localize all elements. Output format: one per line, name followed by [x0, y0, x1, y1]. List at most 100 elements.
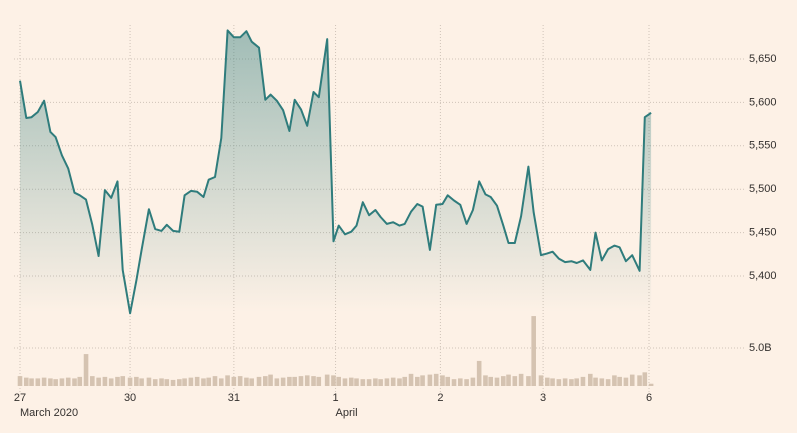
- volume-bar: [623, 377, 629, 386]
- volume-bar: [415, 376, 420, 386]
- volume-bar: [256, 376, 262, 386]
- volume-bar: [397, 378, 402, 386]
- volume-bar: [390, 377, 396, 386]
- volume-bar: [159, 378, 164, 386]
- volume-bar: [29, 378, 34, 386]
- volume-bar: [642, 372, 648, 386]
- volume-bar: [115, 376, 120, 386]
- x-period-label: April: [336, 407, 358, 419]
- volume-bar: [35, 378, 41, 386]
- volume-bar: [648, 383, 654, 386]
- volume-bar: [146, 377, 152, 386]
- volume-bar: [212, 376, 218, 386]
- volume-bar: [231, 376, 237, 386]
- y-tick-label: 5,650: [749, 53, 777, 65]
- volume-bar: [292, 376, 297, 386]
- volume-bar: [342, 378, 348, 386]
- volume-bar: [83, 354, 89, 386]
- volume-bar: [108, 378, 114, 386]
- volume-bar: [354, 378, 359, 386]
- volume-bar: [580, 376, 586, 386]
- price-area: [20, 30, 652, 314]
- x-tick-label: 3: [540, 392, 546, 404]
- volume-bar: [629, 374, 635, 386]
- volume-bar: [164, 379, 170, 386]
- x-tick-label: 31: [228, 392, 240, 404]
- x-tick-label: 2: [437, 392, 443, 404]
- volume-bar: [280, 377, 286, 386]
- volume-bar: [360, 379, 366, 386]
- x-tick-label: 30: [124, 392, 136, 404]
- volume-bar: [605, 379, 611, 386]
- volume-bar: [336, 376, 341, 386]
- y-tick-label: 5,450: [749, 226, 777, 238]
- volume-bar: [550, 378, 555, 386]
- volume-bar: [120, 376, 126, 386]
- volume-bar: [134, 376, 139, 386]
- volume-bar: [77, 376, 83, 386]
- volume-bar: [500, 376, 506, 386]
- volume-bar: [458, 378, 463, 386]
- x-period-label: March 2020: [20, 407, 78, 419]
- volume-bar: [599, 378, 605, 386]
- volume-bar: [23, 377, 29, 386]
- volume-bar: [569, 379, 574, 386]
- volume-bar: [366, 379, 372, 386]
- y-tick-label: 5,400: [749, 270, 777, 282]
- volume-bar: [188, 377, 194, 386]
- volume-bar: [556, 379, 562, 386]
- volume-bar: [331, 375, 336, 386]
- volume-bar: [316, 376, 322, 386]
- volume-bar: [348, 377, 354, 386]
- volume-bar: [244, 377, 249, 386]
- volume-bar: [41, 377, 47, 386]
- volume-bar: [526, 376, 531, 386]
- volume-bar: [194, 376, 200, 386]
- volume-bar: [139, 378, 144, 386]
- volume-bar: [494, 377, 500, 386]
- y-tick-label: 5,550: [749, 140, 777, 152]
- volume-bar: [545, 377, 550, 386]
- volume-bar: [433, 373, 439, 386]
- volume-bar: [177, 379, 182, 386]
- volume-bar: [470, 377, 476, 386]
- volume-bar: [373, 378, 378, 386]
- volume-bar: [287, 376, 292, 386]
- volume-bar: [617, 376, 622, 386]
- volume-bar: [96, 377, 101, 386]
- volume-bar: [593, 377, 598, 386]
- volume-bar: [65, 377, 71, 386]
- volume-bar: [170, 379, 176, 386]
- y-tick-label: 5,600: [749, 96, 777, 108]
- volume-bar: [402, 376, 408, 386]
- volume-bar: [506, 374, 511, 386]
- volume-bar: [445, 376, 451, 386]
- volume-bar: [218, 378, 224, 386]
- volume-bar: [237, 376, 243, 386]
- volume-bar: [263, 376, 268, 386]
- volume-bar: [311, 376, 316, 386]
- volume-bar: [152, 379, 158, 386]
- x-tick-label: 1: [332, 392, 338, 404]
- volume-bar: [206, 377, 211, 386]
- volume-bar: [249, 378, 254, 386]
- volume-bar: [48, 378, 53, 386]
- volume-bar: [102, 376, 108, 386]
- volume-bar: [182, 378, 187, 386]
- volume-bar: [72, 378, 77, 386]
- volume-bar: [384, 378, 390, 386]
- x-tick-label: 6: [646, 392, 652, 404]
- volume-bar: [464, 379, 469, 386]
- volume-bar: [587, 373, 593, 386]
- volume-bar: [518, 373, 524, 386]
- volume-bar: [268, 374, 273, 386]
- volume-bar: [476, 360, 482, 386]
- volume-bar: [488, 376, 494, 386]
- volume-bar: [531, 316, 536, 386]
- volume-bar: [324, 374, 330, 386]
- volume-bar: [427, 374, 433, 386]
- x-tick-label: 27: [14, 392, 26, 404]
- volume-bar: [574, 378, 579, 386]
- volume-bar: [512, 376, 518, 386]
